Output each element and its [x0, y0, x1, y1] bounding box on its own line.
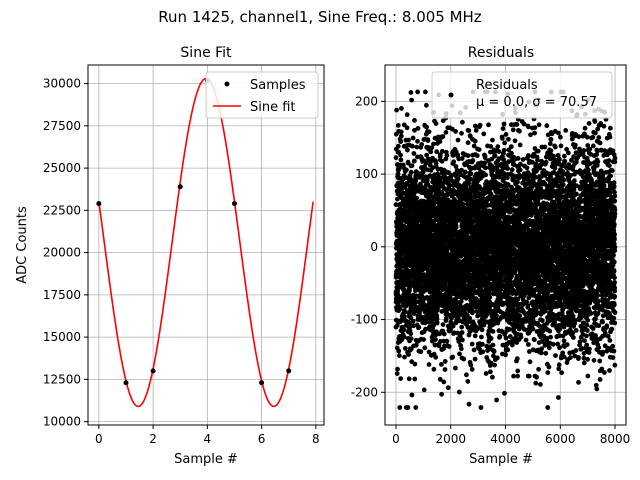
sine-fit-series: [98, 77, 314, 408]
legend-samples-marker: [224, 81, 230, 87]
residuals-panel: Residuals 0 2000 4000 6000 8000 -200 -100 0 100 2…: [351, 45, 631, 467]
legend-residuals-stats: μ = 0.0, σ = 70.57: [476, 95, 597, 110]
residuals-ytick-label: 0: [370, 240, 378, 254]
residuals-ytick-label: 100: [355, 167, 378, 181]
sine-fit-xtick-label: 0: [95, 432, 103, 446]
legend-fit-label: Sine fit: [250, 100, 296, 115]
sine-fit-ytick-label: 10000: [43, 415, 81, 429]
residuals-ytick-label: -100: [351, 313, 378, 327]
sine-fit-ytick-label: 20000: [43, 246, 81, 260]
residuals-title: Residuals: [468, 45, 534, 61]
sine-fit-ytick-label: 12500: [43, 372, 81, 386]
sine-fit-ytick-label: 27500: [43, 119, 81, 133]
sine-fit-panel: Sine Fit 0 2 4 6 8 10000 12500 15000 17500 20000 2…: [15, 45, 325, 467]
sine-fit-axes-frame: [87, 64, 325, 426]
residuals-legend-box: [431, 71, 613, 119]
figure-suptitle: Run 1425, channel1, Sine Freq.: 8.005 MH…: [158, 8, 482, 26]
sine-fit-xtick-label: 6: [258, 432, 266, 446]
sine-fit-ytick-label: 30000: [43, 77, 81, 91]
legend-samples-label: Samples: [250, 78, 306, 93]
residuals-axes-frame: [384, 64, 627, 426]
sample-point: [96, 201, 102, 207]
residuals-xtick-label: 4000: [490, 432, 521, 446]
residual-points: [393, 89, 618, 410]
sine-fit-ylabel: ADC Counts: [15, 206, 30, 284]
sine-fit-xtick-label: 4: [204, 432, 212, 446]
residuals-xtick-label: 2000: [435, 432, 466, 446]
sine-fit-curve: [98, 77, 314, 408]
legend-residuals-label: Residuals: [476, 78, 538, 93]
sample-point: [123, 380, 129, 386]
sine-fit-ytick-label: 25000: [43, 161, 81, 175]
sine-fit-xtick-label: 8: [312, 432, 320, 446]
sample-point: [286, 368, 292, 374]
residuals-xtick-label: 6000: [545, 432, 576, 446]
legend-residuals-marker: [448, 92, 454, 98]
sine-fit-xlabel: Sample #: [174, 452, 238, 467]
residuals-ytick-label: 200: [355, 94, 378, 108]
residuals-ticks: 0 2000 4000 6000 8000 -200 -100 0 100 200: [351, 94, 631, 446]
sine-fit-ytick-label: 22500: [43, 203, 81, 217]
residuals-ytick-label: -200: [351, 385, 378, 399]
sine-fit-title: Sine Fit: [180, 45, 232, 61]
residuals-xtick-label: 8000: [600, 432, 631, 446]
sine-fit-ytick-label: 15000: [43, 330, 81, 344]
sample-point: [150, 368, 156, 374]
residuals-xlabel: Sample #: [469, 452, 533, 467]
sine-fit-xtick-label: 2: [149, 432, 157, 446]
sine-fit-legend: Samples Sine fit: [205, 71, 319, 119]
residuals-xtick-label: 0: [392, 432, 400, 446]
sample-point: [231, 201, 237, 207]
residuals-legend: Residuals μ = 0.0, σ = 70.57: [431, 71, 613, 119]
sine-fit-ytick-label: 17500: [43, 288, 81, 302]
samples-series: [96, 77, 292, 386]
sample-point: [177, 184, 183, 190]
sine-fit-ticks: 0 2 4 6 8 10000 12500 15000 17500 20000 22500 25000…: [43, 77, 320, 446]
sample-point: [259, 380, 265, 386]
